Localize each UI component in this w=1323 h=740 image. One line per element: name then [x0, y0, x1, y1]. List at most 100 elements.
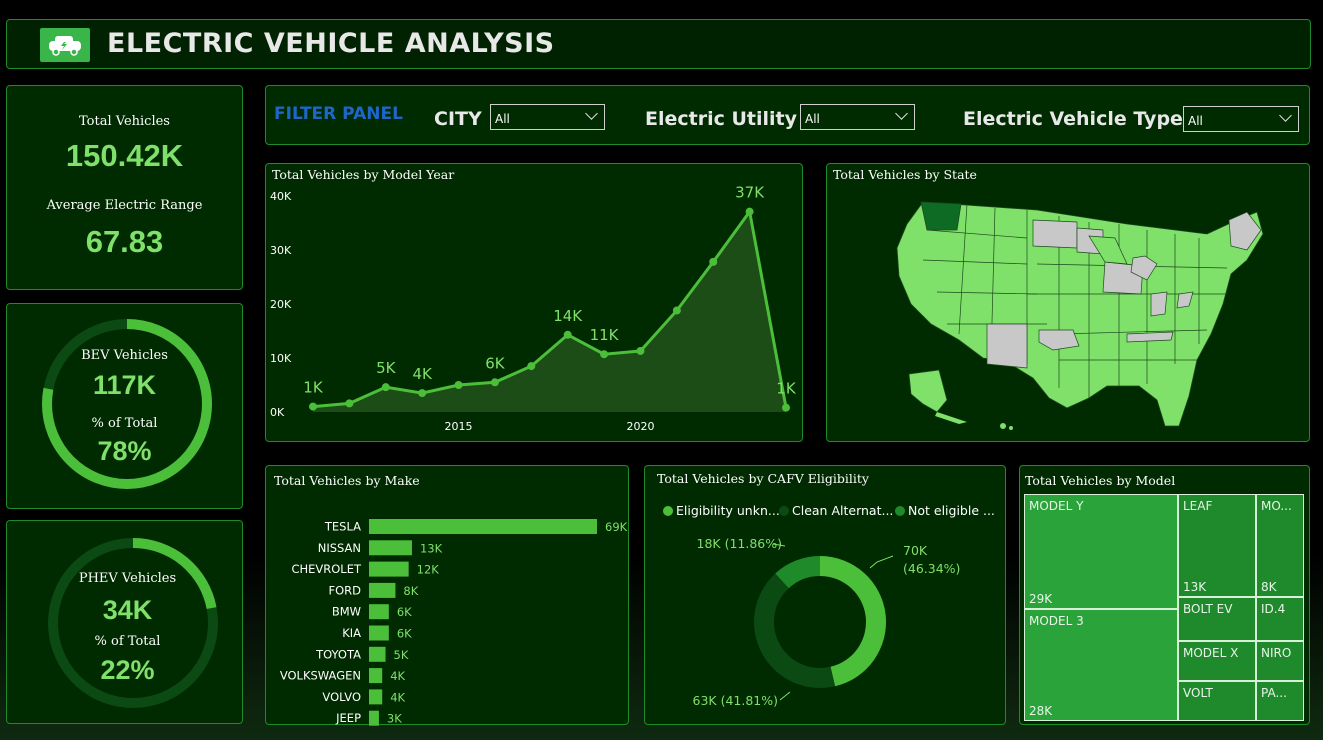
treemap-cell[interactable]: BOLT EV	[1178, 597, 1256, 641]
model-year-chart-card: Total Vehicles by Model Year 0K 10K 20K 30K…	[265, 163, 803, 442]
bev-pct-label: % of Total	[91, 416, 158, 431]
us-state-map[interactable]	[827, 164, 1311, 443]
bar[interactable]	[369, 668, 383, 684]
data-point[interactable]	[563, 330, 572, 339]
phev-label: PHEV Vehicles	[78, 571, 177, 586]
data-label: 1K	[303, 379, 324, 397]
data-point[interactable]	[672, 306, 681, 315]
phev-value: 34K	[102, 595, 153, 625]
data-label: 4K	[412, 365, 433, 383]
phev-ring-arc	[48, 538, 218, 708]
make-bar-chart: TESLA 69K NISSAN 13K CHEVROLET 12K FORD 8K BMW 6K…	[280, 519, 628, 726]
kpi-card-phev: PHEV Vehicles 34K % of Total 22%	[6, 520, 243, 724]
make-chart-card: Total Vehicles by Make TESLA 69K NISSAN 13K…	[265, 465, 629, 726]
data-point[interactable]	[381, 383, 390, 392]
treemap-cell[interactable]: ID.4	[1256, 597, 1304, 641]
legend-not-eligible[interactable]: Not eligible ...	[895, 503, 995, 518]
city-filter-label: CITY	[434, 108, 482, 130]
bar[interactable]	[369, 604, 389, 620]
slice-label-eligibility-unknown-pct: (46.34%)	[903, 561, 960, 576]
data-point[interactable]	[454, 381, 463, 389]
treemap-cell[interactable]: MODEL X	[1178, 641, 1256, 681]
y-tick-label: 0K	[270, 406, 285, 419]
bar-value-label: 6K	[397, 605, 412, 619]
category-label: NISSAN	[318, 541, 361, 555]
state-map-card: Total Vehicles by State	[826, 163, 1310, 442]
bar[interactable]	[369, 582, 396, 598]
data-point[interactable]	[309, 402, 317, 411]
treemap-cell-label: LEAF	[1183, 499, 1213, 513]
y-tick-label: 10K	[270, 352, 292, 365]
data-point[interactable]	[345, 399, 354, 408]
data-label: 6K	[485, 354, 506, 372]
phev-ring	[48, 538, 218, 708]
data-point[interactable]	[745, 207, 754, 216]
treemap-cell-value: 29K	[1029, 592, 1053, 606]
data-point[interactable]	[636, 346, 645, 355]
data-point[interactable]	[709, 257, 718, 266]
filter-panel: FILTER PANEL CITY All Electric Utility A…	[265, 85, 1310, 145]
bar[interactable]	[369, 561, 409, 577]
bar[interactable]	[369, 710, 379, 726]
legend-clean-alternative[interactable]: Clean Alternat...	[779, 503, 893, 518]
bar[interactable]	[369, 625, 389, 641]
bar[interactable]	[369, 689, 383, 705]
treemap-cell-value: 8K	[1261, 580, 1277, 594]
bar-value-label: 69K	[605, 520, 628, 534]
cafv-chart-title: Total Vehicles by CAFV Eligibility	[657, 471, 869, 486]
total-vehicles-value: 150.42K	[65, 138, 184, 173]
category-label: VOLKSWAGEN	[280, 669, 361, 683]
treemap-cell[interactable]: LEAF 13K	[1178, 494, 1256, 597]
type-dropdown[interactable]: All	[1183, 106, 1299, 132]
slice-label-eligibility-unknown: 70K	[903, 543, 928, 558]
city-dropdown[interactable]: All	[490, 104, 605, 130]
data-label: 14K	[553, 307, 583, 325]
bev-label: BEV Vehicles	[81, 348, 168, 363]
utility-dropdown[interactable]: All	[800, 104, 915, 130]
state-map-title: Total Vehicles by State	[833, 167, 977, 182]
legend-eligibility-unknown[interactable]: Eligibility unkn...	[663, 503, 780, 518]
category-label: TOYOTA	[315, 647, 361, 661]
donut-slice[interactable]	[754, 573, 836, 688]
bar[interactable]	[369, 519, 597, 534]
treemap-cell-label: MODEL X	[1183, 646, 1239, 660]
bar[interactable]	[369, 646, 386, 662]
data-label: 1K	[776, 380, 797, 398]
treemap-cell[interactable]: MODEL 3 28K	[1024, 609, 1178, 721]
data-point[interactable]	[418, 389, 427, 398]
donut-slice[interactable]	[775, 556, 820, 589]
category-label: KIA	[342, 626, 361, 640]
category-label: VOLVO	[322, 690, 361, 704]
treemap-cell-label: MODEL Y	[1029, 499, 1084, 513]
y-tick-label: 40K	[270, 190, 292, 203]
treemap-cell[interactable]: MODEL Y 29K	[1024, 494, 1178, 609]
treemap-cell-label: BOLT EV	[1183, 602, 1233, 616]
phev-pct-value: 22%	[100, 655, 155, 685]
y-tick-label: 20K	[270, 298, 292, 311]
bar[interactable]	[369, 540, 412, 556]
category-label: BMW	[332, 605, 361, 619]
legend-dot-icon	[779, 506, 789, 516]
donut-slice[interactable]	[820, 556, 886, 687]
treemap-cell[interactable]: NIRO	[1256, 641, 1304, 681]
treemap-cell-label: MO...	[1261, 499, 1292, 513]
data-point[interactable]	[782, 403, 790, 412]
avg-range-label: Average Electric Range	[46, 198, 203, 213]
treemap-cell[interactable]: MO... 8K	[1256, 494, 1304, 597]
make-chart-title: Total Vehicles by Make	[274, 473, 420, 488]
model-treemap-card: Total Vehicles by Model MODEL Y 29K MODEL …	[1019, 465, 1310, 725]
data-point[interactable]	[490, 378, 499, 387]
data-label: 11K	[590, 326, 620, 344]
treemap-cell-label: NIRO	[1261, 646, 1292, 660]
avg-range-value: 67.83	[85, 224, 164, 259]
treemap-cell-label: ID.4	[1261, 602, 1286, 616]
category-label: TESLA	[324, 520, 361, 534]
treemap-cell[interactable]: PA...	[1256, 681, 1304, 721]
chevron-down-icon	[1279, 109, 1292, 122]
data-point[interactable]	[527, 362, 536, 371]
ev-car-icon	[40, 28, 90, 62]
model-treemap-title: Total Vehicles by Model	[1025, 473, 1176, 488]
y-tick-label: 30K	[270, 244, 292, 257]
data-point[interactable]	[600, 350, 609, 359]
treemap-cell[interactable]: VOLT	[1178, 681, 1256, 721]
